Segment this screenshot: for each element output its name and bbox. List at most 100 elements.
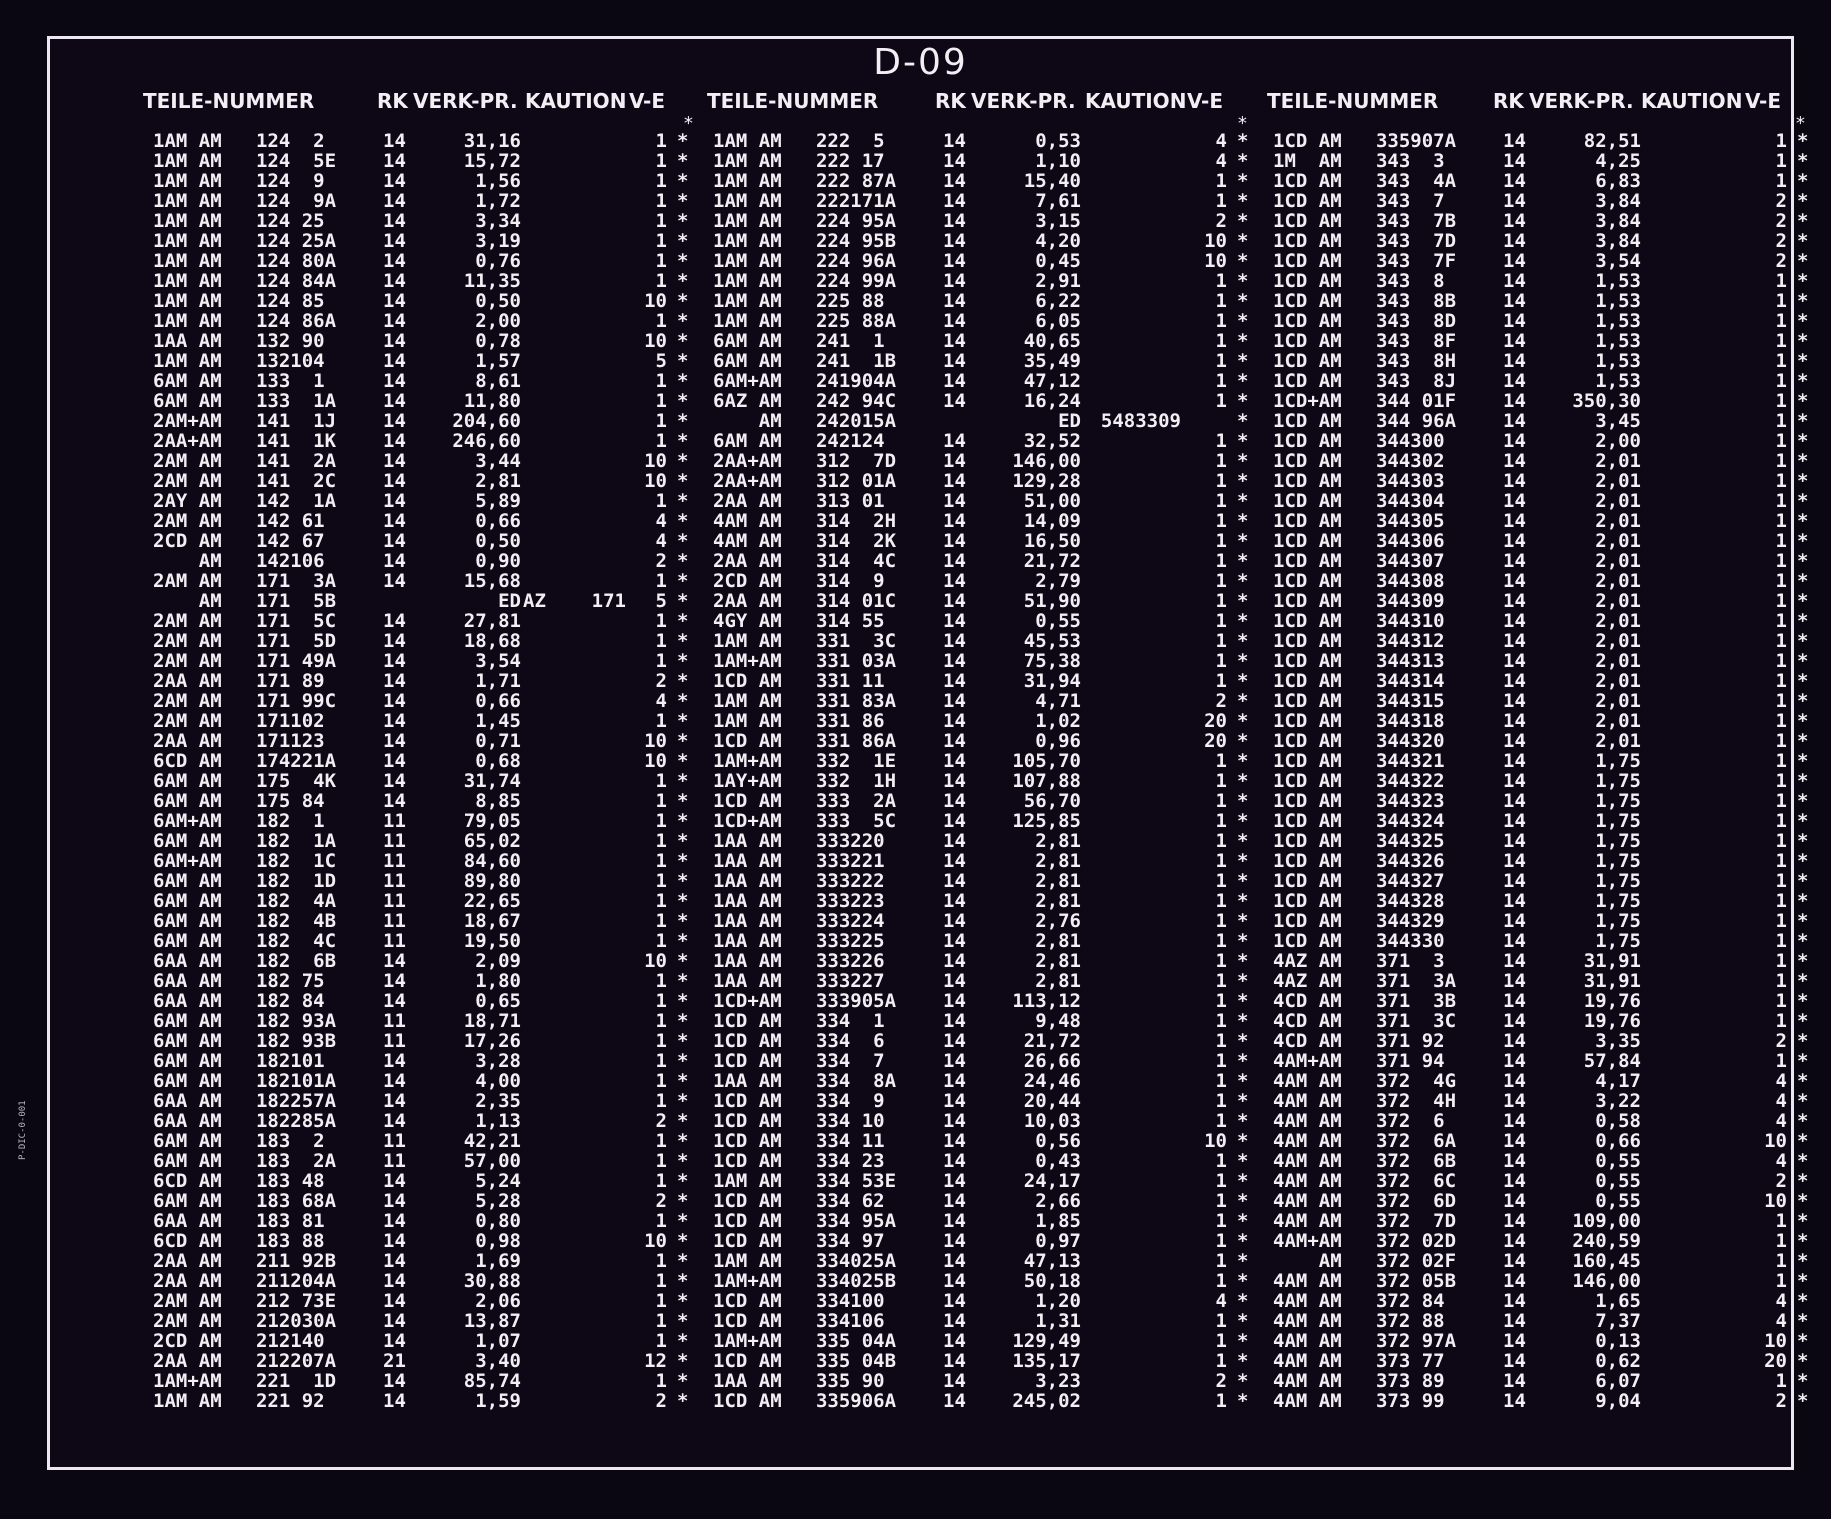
rk-cell: 14	[1503, 330, 1526, 352]
star-marker: *	[1797, 1010, 1809, 1032]
star-marker: *	[1797, 570, 1809, 592]
part-number-cell: 6AM AM 182101A	[153, 1070, 337, 1092]
ve-cell: 2	[655, 550, 667, 572]
price-cell: 4,25	[1595, 150, 1641, 172]
price-cell: 47,12	[1023, 370, 1081, 392]
star-marker: *	[1237, 830, 1249, 852]
ve-cell: 1	[1775, 570, 1787, 592]
part-number-cell: 6AA AM 182 84	[153, 990, 325, 1012]
star-marker: *	[1797, 710, 1809, 732]
star-marker: *	[1797, 1130, 1809, 1152]
table-row: 1CD AM 335906A 14 245,02 1 *	[713, 1391, 1253, 1411]
part-number-cell: 1AA AM 333224	[713, 910, 885, 932]
part-number-cell: 1AM AM 124 25	[153, 210, 325, 232]
price-cell: 15,72	[463, 150, 521, 172]
rk-cell: 14	[943, 430, 966, 452]
table-row: 1AM AM 334025A 14 47,13 1 *	[713, 1251, 1253, 1271]
rk-cell: 14	[383, 570, 406, 592]
table-row: 6AM AM 241 1 14 40,65 1 *	[713, 331, 1253, 351]
price-cell: 31,94	[1023, 670, 1081, 692]
star-marker: *	[1797, 530, 1809, 552]
star-marker: *	[1237, 390, 1249, 412]
rk-cell: 14	[943, 1310, 966, 1332]
price-cell: 24,17	[1023, 1170, 1081, 1192]
part-number-cell: 1AM AM 124 84A	[153, 270, 337, 292]
star-marker: *	[677, 1190, 689, 1212]
price-cell: 7,37	[1595, 1310, 1641, 1332]
part-number-cell: 6AM AM 182 1D	[153, 870, 337, 892]
part-number-cell: 1CD AM 344329	[1273, 910, 1445, 932]
star-marker: *	[1237, 530, 1249, 552]
ve-cell: 10	[644, 330, 667, 352]
ve-cell: 1	[655, 1290, 667, 1312]
star-marker: *	[1797, 1390, 1809, 1412]
ve-cell: 1	[1215, 1350, 1227, 1372]
table-row: 2AM AM 171 99C 14 0,66 4 *	[153, 691, 693, 711]
star-marker: *	[1797, 1090, 1809, 1112]
table-row: 1AM+AM 335 04A 14 129,49 1 *	[713, 1331, 1253, 1351]
ve-cell: 10	[644, 750, 667, 772]
rk-cell: 14	[1503, 810, 1526, 832]
ve-cell: 1	[655, 1130, 667, 1152]
ve-cell: 1	[1215, 270, 1227, 292]
star-marker: *	[1797, 370, 1809, 392]
ve-cell: 12	[644, 1350, 667, 1372]
ve-cell: 1	[655, 1050, 667, 1072]
rk-cell: 14	[383, 230, 406, 252]
part-number-cell: 1AM AM 124 86A	[153, 310, 337, 332]
part-number-cell: 1AM+AM 334025B	[713, 1270, 897, 1292]
price-cell: 21,72	[1023, 1030, 1081, 1052]
price-cell: 3,35	[1595, 1030, 1641, 1052]
price-cell: 4,00	[475, 1070, 521, 1092]
star-marker: *	[1797, 1370, 1809, 1392]
rk-cell: 14	[383, 650, 406, 672]
kaution-cell: 5483309	[1100, 410, 1181, 432]
price-cell: 2,01	[1595, 570, 1641, 592]
table-row: 1AM AM 222171A 14 7,61 1 *	[713, 191, 1253, 211]
ve-cell: 1	[655, 910, 667, 932]
price-cell: 11,80	[463, 390, 521, 412]
table-row: 2AM AM 141 2A 14 3,44 10 *	[153, 451, 693, 471]
price-cell: 57,84	[1583, 1050, 1641, 1072]
price-cell: 2,09	[475, 950, 521, 972]
table-row: 4AM AM 372 6C 14 0,55 2 *	[1273, 1171, 1813, 1191]
price-cell: 2,81	[1035, 830, 1081, 852]
part-number-cell: 6AM AM 175 84	[153, 790, 325, 812]
rk-cell: 14	[383, 1310, 406, 1332]
star-marker: *	[677, 470, 689, 492]
table-row: 1AM AM 331 86 14 1,02 20 *	[713, 711, 1253, 731]
part-number-cell: 4AM+AM 371 94	[1273, 1050, 1445, 1072]
price-cell: 2,79	[1035, 570, 1081, 592]
part-number-cell: 6CD AM 174221A	[153, 750, 337, 772]
table-row: 1CD AM 344321 14 1,75 1 *	[1273, 751, 1813, 771]
part-number-cell: 1CD AM 343 8F	[1273, 330, 1457, 352]
part-number-cell: 4GY AM 314 55	[713, 610, 885, 632]
ve-cell: 1	[1215, 430, 1227, 452]
table-row: 1CD AM 344323 14 1,75 1 *	[1273, 791, 1813, 811]
rk-cell: 14	[383, 1070, 406, 1092]
star-marker: *	[677, 1130, 689, 1152]
table-row: 4CD AM 371 92 14 3,35 2 *	[1273, 1031, 1813, 1051]
price-cell: 8,61	[475, 370, 521, 392]
part-number-cell: 1CD AM 343 8D	[1273, 310, 1457, 332]
star-marker: *	[1797, 550, 1809, 572]
table-row: 4AM+AM 372 02D 14 240,59 1 *	[1273, 1231, 1813, 1251]
table-row: 1CD AM 334100 14 1,20 4 *	[713, 1291, 1253, 1311]
ve-cell: 1	[1215, 750, 1227, 772]
part-number-cell: 1CD AM 343 7	[1273, 190, 1445, 212]
price-cell: 40,65	[1023, 330, 1081, 352]
price-cell: 6,83	[1595, 170, 1641, 192]
part-number-cell: 1CD AM 344328	[1273, 890, 1445, 912]
part-number-cell: 1AM+AM 335 04A	[713, 1330, 897, 1352]
table-row: 1CD AM 334 10 14 10,03 1 *	[713, 1111, 1253, 1131]
price-cell: 4,20	[1035, 230, 1081, 252]
part-number-cell: 1CD AM 344304	[1273, 490, 1445, 512]
ve-cell: 1	[1775, 690, 1787, 712]
ve-cell: 1	[655, 410, 667, 432]
price-cell: 1,75	[1595, 930, 1641, 952]
price-cell: 2,81	[1035, 930, 1081, 952]
column-header: TEILE-NUMMER RK VERK-PR. KAUTION V-E	[105, 89, 665, 115]
ve-cell: 1	[1775, 510, 1787, 532]
star-marker: *	[677, 490, 689, 512]
part-number-cell: 1AM AM 124 2	[153, 130, 325, 152]
